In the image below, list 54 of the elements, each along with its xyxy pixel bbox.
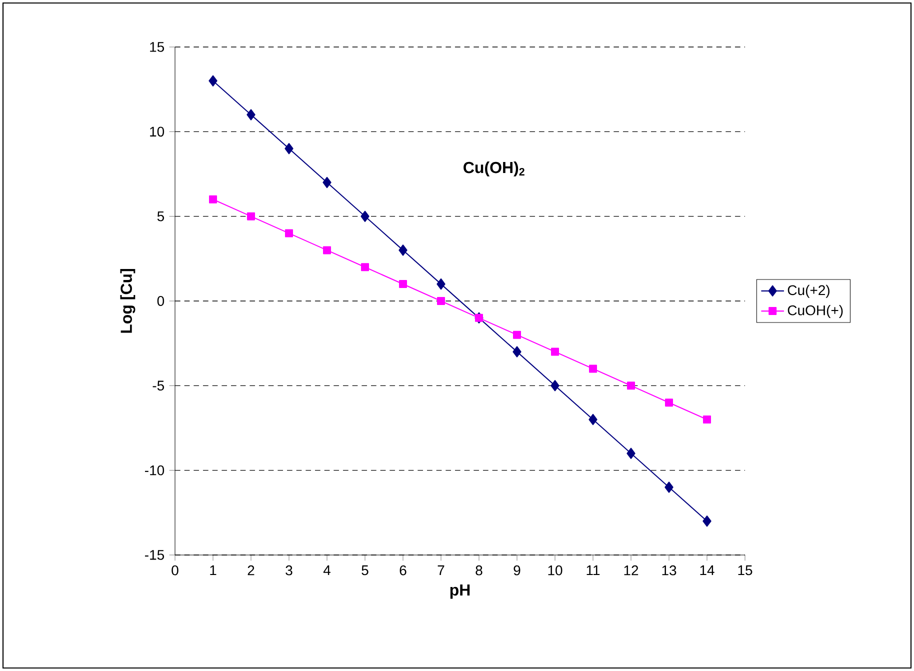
point [551, 348, 560, 356]
point [322, 176, 332, 188]
x-tick-label: 1 [210, 565, 216, 576]
y-tick-label: -10 [145, 465, 164, 476]
point [550, 380, 560, 392]
x-tick-label: 8 [476, 565, 482, 576]
point [513, 330, 522, 339]
x-tick-label: 2 [248, 565, 254, 576]
point [512, 346, 522, 358]
point [437, 296, 446, 305]
x-tick-label: 9 [514, 565, 520, 576]
y-tick-label: 0 [157, 296, 164, 306]
annotation: Cu(OH)$_{2}$ [464, 161, 524, 176]
point [399, 280, 408, 288]
x-tick-label: 14 [700, 565, 714, 576]
x-tick-label: 13 [662, 565, 676, 576]
point [589, 364, 598, 373]
point [398, 244, 408, 256]
point [360, 210, 370, 222]
point [626, 448, 636, 459]
point [436, 278, 446, 290]
point [702, 516, 712, 527]
x-tick-label: 11 [586, 565, 600, 576]
point [208, 75, 218, 86]
legend-label: CuOH(+) [788, 304, 843, 318]
x-tick-label: 3 [286, 565, 292, 576]
point [246, 109, 256, 120]
x-tick-label: 4 [323, 565, 330, 576]
point [323, 246, 332, 254]
y-tick-label: 5 [157, 211, 164, 222]
x-tick-label: 15 [738, 565, 752, 576]
x-tick-label: 6 [400, 565, 406, 576]
y-tick-label: -5 [152, 380, 164, 391]
y-tick-label: 10 [150, 126, 164, 137]
point [285, 229, 294, 238]
legend-label: Cu(+2) [788, 284, 830, 298]
y-tick-label: -15 [145, 550, 164, 560]
x-tick-label: 7 [438, 565, 444, 576]
y-tick-label: 15 [150, 42, 164, 52]
x-tick-label: 5 [362, 565, 368, 576]
x-axis-title: pH [450, 584, 470, 599]
x-tick-label: 12 [624, 565, 638, 576]
point [664, 482, 674, 493]
point [626, 382, 636, 390]
y-axis-title: Log [Cu] [120, 269, 136, 333]
point [588, 414, 598, 426]
point [284, 142, 294, 154]
x-tick-label: 0 [172, 565, 178, 576]
point [703, 416, 711, 424]
point [209, 195, 218, 204]
point [247, 212, 256, 220]
point [361, 263, 370, 272]
x-tick-label: 10 [548, 565, 562, 576]
point [665, 398, 673, 407]
